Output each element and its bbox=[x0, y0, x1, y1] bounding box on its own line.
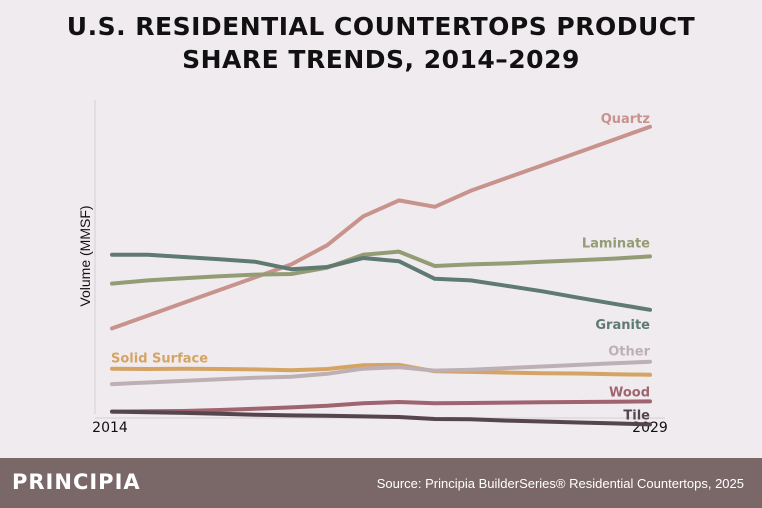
brand-logo: PRINCIPIA bbox=[12, 470, 141, 494]
series-line-granite bbox=[110, 252, 652, 312]
series-label-quartz: Quartz bbox=[601, 112, 650, 127]
series-label-wood: Wood bbox=[609, 385, 650, 400]
chart-title-line-2: SHARE TRENDS, 2014–2029 bbox=[182, 45, 580, 74]
chart-title: U.S. RESIDENTIAL COUNTERTOPS PRODUCT SHA… bbox=[0, 10, 762, 76]
series-line-quartz bbox=[110, 124, 652, 331]
line-chart: Volume (MMSF) 2014 2029 QuartzLaminateGr… bbox=[77, 100, 668, 436]
chart-title-line-1: U.S. RESIDENTIAL COUNTERTOPS PRODUCT bbox=[66, 12, 696, 41]
series-label-granite: Granite bbox=[595, 318, 650, 333]
series-line-tile bbox=[110, 409, 652, 427]
footer-bar: PRINCIPIA Source: Principia BuilderSerie… bbox=[0, 458, 762, 508]
series-layer: Quartz Laminate Granite Solid Surface Other W… bbox=[110, 112, 652, 427]
series-line-other bbox=[110, 359, 652, 387]
x-tick-label-start: 2014 bbox=[92, 420, 128, 436]
series-line-laminate bbox=[110, 249, 652, 286]
series-label-tile: Tile bbox=[623, 408, 650, 423]
series-label-laminate: Laminate bbox=[582, 236, 650, 251]
series-line-solid-surface bbox=[110, 362, 652, 377]
series-label-solid-surface: Solid Surface bbox=[111, 352, 208, 367]
y-axis-label: Volume (MMSF) bbox=[77, 205, 93, 306]
series-label-other: Other bbox=[608, 345, 650, 360]
series-line-wood bbox=[110, 399, 652, 414]
source-note: Source: Principia BuilderSeries® Residen… bbox=[376, 476, 744, 491]
